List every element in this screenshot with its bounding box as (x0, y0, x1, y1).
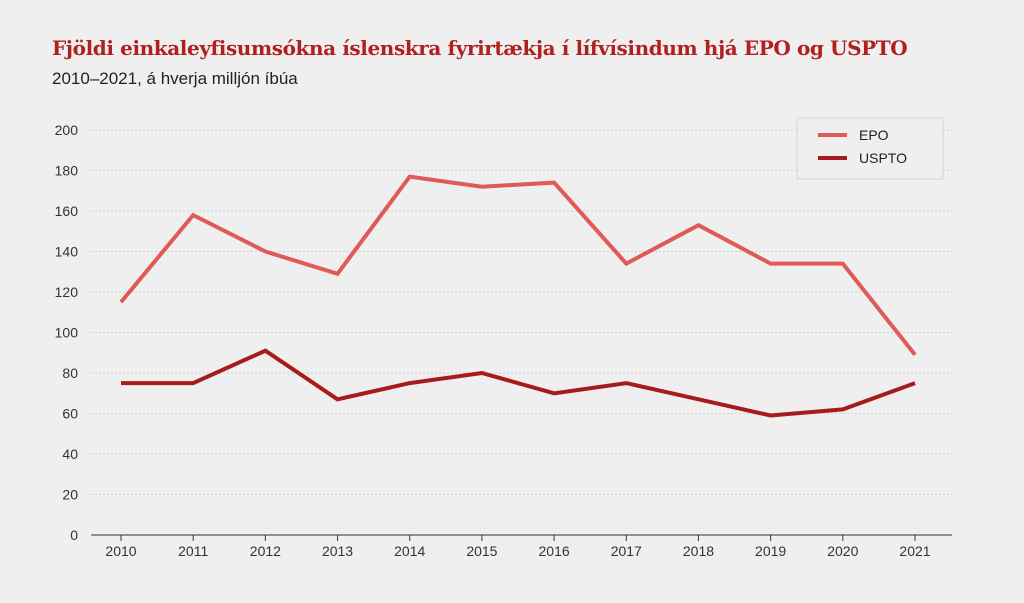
x-tick-label: 2011 (178, 543, 208, 559)
y-tick-label: 100 (55, 325, 79, 341)
x-tick-label: 2015 (466, 543, 497, 559)
axes: 0 20 40 60 80 100 120 140 160 180 200 2010 2011 2012 2… (55, 122, 952, 559)
x-tick-label: 2016 (539, 543, 570, 559)
x-tick-label: 2017 (611, 543, 642, 559)
x-tick-label: 2013 (322, 543, 353, 559)
y-tick-label: 0 (70, 527, 78, 543)
legend-box (796, 117, 944, 180)
x-tick-label: 2012 (250, 543, 281, 559)
x-tick-label: 2010 (105, 543, 136, 559)
x-tick-label: 2014 (394, 543, 425, 559)
y-tick-label: 20 (62, 487, 78, 503)
chart-subtitle: 2010–2021, á hverja milljón íbúa (52, 69, 298, 88)
y-tick-label: 160 (55, 203, 79, 219)
series-lines (119, 174, 917, 418)
chart-title: Fjöldi einkaleyfisumsókna íslenskra fyri… (52, 36, 908, 60)
y-tick-label: 200 (55, 122, 79, 138)
series-line-uspto (121, 348, 916, 418)
legend: EPO USPTO (796, 117, 944, 180)
x-tick-label: 2019 (755, 543, 786, 559)
legend-label-uspto: USPTO (859, 150, 907, 166)
y-tick-label: 60 (62, 406, 78, 422)
series-line-epo (119, 174, 917, 357)
x-tick-label: 2021 (899, 543, 930, 559)
x-tick-label: 2018 (683, 543, 714, 559)
y-tick-label: 80 (62, 365, 78, 381)
legend-label-epo: EPO (859, 127, 889, 143)
y-tick-label: 120 (55, 284, 79, 300)
y-tick-label: 40 (62, 446, 78, 462)
y-tick-label: 180 (55, 163, 79, 179)
x-tick-label: 2020 (827, 543, 858, 559)
y-tick-label: 140 (55, 244, 79, 260)
